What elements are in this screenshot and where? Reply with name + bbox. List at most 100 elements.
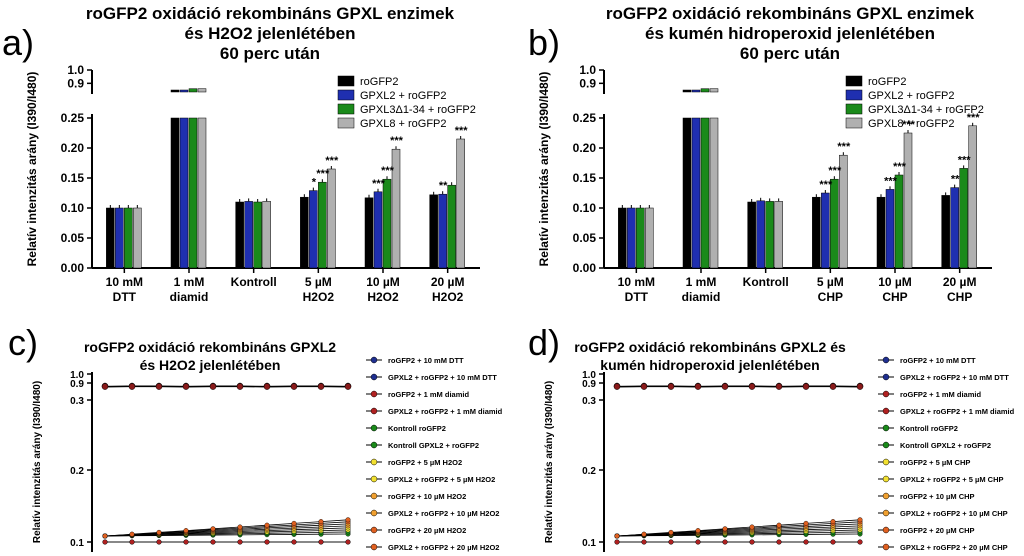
oxidized-marker <box>290 383 298 390</box>
legend-marker <box>882 424 890 432</box>
treatment-marker <box>614 539 620 545</box>
treatment-marker <box>668 539 674 545</box>
y-tick-label: 0.05 <box>573 231 597 245</box>
bar-upper <box>188 88 198 93</box>
y-tick-label: 1.0 <box>579 63 596 77</box>
bar <box>618 207 627 269</box>
treatment-marker <box>722 539 728 545</box>
treatment-marker <box>641 539 647 545</box>
bar <box>373 191 383 269</box>
bar <box>197 117 207 269</box>
treatment-marker <box>102 533 108 539</box>
legend-marker <box>370 390 378 398</box>
treatment-marker <box>210 526 216 532</box>
oxidized-marker <box>101 383 109 390</box>
bar-upper <box>700 88 710 93</box>
bar <box>235 201 244 269</box>
legend-label: Kontroll roGFP2 <box>900 424 958 433</box>
y-tick-label: 0.05 <box>61 231 85 245</box>
y-tick-label: 0.20 <box>61 141 85 155</box>
legend-label: GPXL2 + roGFP2 + 5 µM CHP <box>900 475 1004 484</box>
significance-mark: *** <box>325 155 339 167</box>
oxidized-marker <box>802 383 810 390</box>
legend-label: GPXL3Δ1-34 + roGFP2 <box>360 104 476 116</box>
legend-label: roGFP2 + 5 µM CHP <box>900 458 970 467</box>
legend-label: Kontroll GPXL2 + roGFP2 <box>388 441 479 450</box>
treatment-marker <box>803 539 809 545</box>
oxidized-marker <box>236 383 244 390</box>
x-tick-label: 1 mM <box>686 275 717 289</box>
bar <box>812 196 821 269</box>
line-chart-d: 0.1 0.2 0.3 0.91.0 Relatív intenzitás arány … <box>544 356 1015 552</box>
legend-label: roGFP2 + 20 µM CHP <box>900 526 975 535</box>
legend-label: GPXL2 + roGFP2 + 1 mM diamid <box>388 407 503 416</box>
x-tick-label: Kontroll <box>743 275 789 289</box>
significance-mark: *** <box>381 165 395 177</box>
legend-label: roGFP2 + 20 µM H2O2 <box>388 526 466 535</box>
oxidized-marker <box>640 383 648 390</box>
legend-marker <box>370 441 378 449</box>
x-tick-label: diamid <box>170 290 209 304</box>
legend-marker <box>882 407 890 415</box>
significance-mark: * <box>312 177 317 189</box>
treatment-marker <box>857 517 863 523</box>
bar <box>645 207 654 269</box>
panel-d-title-line2: kumén hidroperoxid jelenlétében <box>600 357 820 373</box>
y-tick-label: 0.9 <box>579 76 596 90</box>
legend-label: GPXL2 + roGFP2 + 10 mM DTT <box>388 373 497 382</box>
legend-marker <box>370 373 378 381</box>
bar-chart-a: 0.00 0.05 0.10 0.15 0.20 0.25 0.91.0 Relatív in… <box>25 63 480 304</box>
bar <box>903 132 913 269</box>
bar <box>327 168 336 269</box>
legend-marker <box>882 390 890 398</box>
x-tick-label: diamid <box>682 290 721 304</box>
treatment-marker <box>183 528 189 534</box>
significance-mark: *** <box>828 165 842 177</box>
bar <box>756 200 765 269</box>
x-tick-label: DTT <box>113 290 137 304</box>
treatment-marker <box>291 520 297 526</box>
panel-c-title-line1: roGFP2 oxidáció rekombináns GPXL2 <box>83 339 337 355</box>
legend-label: Kontroll GPXL2 + roGFP2 <box>900 441 991 450</box>
legend-swatch <box>845 75 863 87</box>
x-tick-label: H2O2 <box>432 290 464 304</box>
panel-a-title-line1: roGFP2 oxidáció rekombináns GPXL enzimek <box>85 4 455 23</box>
x-tick-label: DTT <box>625 290 649 304</box>
significance-mark: *** <box>837 141 851 153</box>
significance-mark: *** <box>893 161 907 173</box>
panel-b-title: roGFP2 oxidáció rekombináns GPXL enzimek… <box>590 4 990 64</box>
y-tick-label: 0.9 <box>67 76 84 90</box>
treatment-marker <box>695 539 701 545</box>
legend-label: GPXL2 + roGFP2 <box>868 90 955 102</box>
y-tick-label: 0.10 <box>573 201 597 215</box>
x-tick-label: CHP <box>947 290 972 304</box>
bar <box>318 181 327 269</box>
bar <box>253 201 262 269</box>
treatment-marker <box>264 539 270 545</box>
x-tick-label: 10 µM <box>366 275 400 289</box>
treatment-marker <box>722 526 728 532</box>
oxidized-marker <box>721 383 729 390</box>
oxidized-marker <box>775 383 783 390</box>
legend-marker <box>882 492 890 500</box>
bar <box>885 189 895 269</box>
legend-marker <box>370 509 378 517</box>
treatment-marker <box>291 539 297 545</box>
x-tick-label: CHP <box>818 290 843 304</box>
bar <box>700 117 710 269</box>
oxidized-marker <box>128 383 136 390</box>
legend-label: roGFP2 + 10 µM CHP <box>900 492 975 501</box>
oxidized-marker <box>263 383 271 390</box>
legend-label: roGFP2 + 1 mM diamid <box>388 390 469 399</box>
treatment-line <box>104 519 349 537</box>
bar <box>262 201 271 269</box>
bar <box>709 117 719 269</box>
legend-label: roGFP2 + 5 µM H2O2 <box>388 458 462 467</box>
y-tick-label: 1.0 <box>582 370 596 381</box>
bar <box>876 196 886 269</box>
legend-swatch <box>337 103 355 115</box>
panel-b-title-line2: és kumén hidroperoxid jelenlétében <box>644 24 936 43</box>
y-tick-label: 0.2 <box>70 466 84 477</box>
treatment-marker <box>156 539 162 545</box>
bar <box>959 168 968 269</box>
